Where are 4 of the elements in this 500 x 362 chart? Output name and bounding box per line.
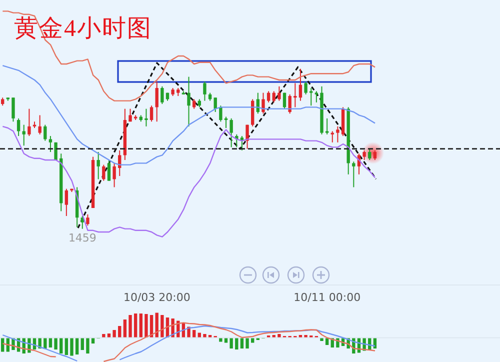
x-tick-label: 10/11 00:00: [294, 290, 361, 304]
chart-title: 黄金4小时图: [14, 15, 152, 44]
x-tick-label: 10/03 20:00: [123, 290, 190, 304]
annotation: 1459: [68, 232, 96, 245]
